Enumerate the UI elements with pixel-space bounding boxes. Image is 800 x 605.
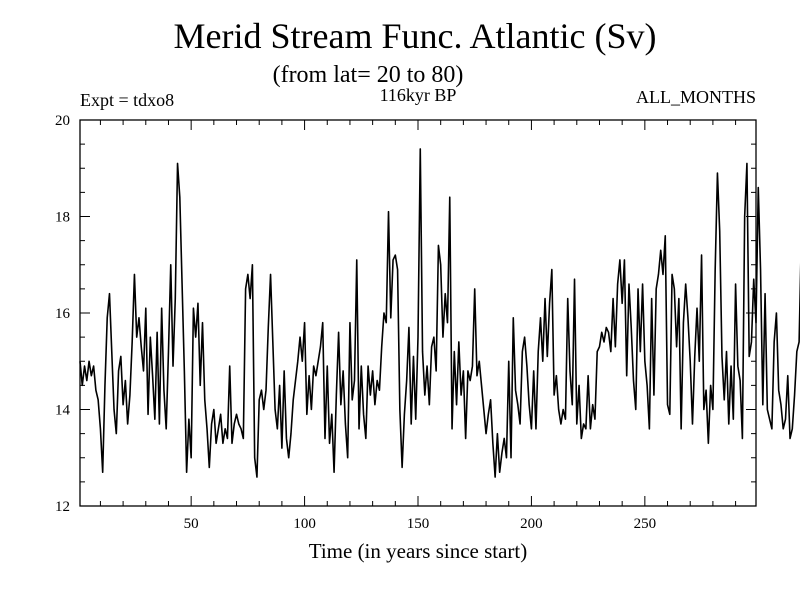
y-tick-label: 12 (55, 499, 70, 515)
y-tick-label: 16 (55, 306, 71, 322)
series-group (79, 148, 800, 478)
epoch-label: 116kyr BP (380, 85, 457, 105)
x-axis-label: Time (in years since start) (309, 539, 528, 563)
axis-ticks: 50 100 150 200 250 12 14 16 18 20 (55, 113, 756, 532)
series-line (79, 148, 800, 478)
x-tick-label: 50 (184, 516, 199, 532)
y-tick-label: 14 (55, 403, 71, 419)
x-tick-label: 150 (407, 516, 430, 532)
chart-subtitle: (from lat= 20 to 80) (273, 62, 464, 88)
x-tick-label: 100 (293, 516, 316, 532)
chart-title: Merid Stream Func. Atlantic (Sv) (174, 16, 657, 56)
experiment-label: Expt = tdxo8 (80, 90, 174, 110)
x-tick-label: 200 (520, 516, 543, 532)
x-tick-label: 250 (634, 516, 657, 532)
y-tick-label: 18 (55, 210, 70, 226)
months-label: ALL_MONTHS (636, 87, 756, 107)
y-tick-label: 20 (55, 113, 70, 129)
